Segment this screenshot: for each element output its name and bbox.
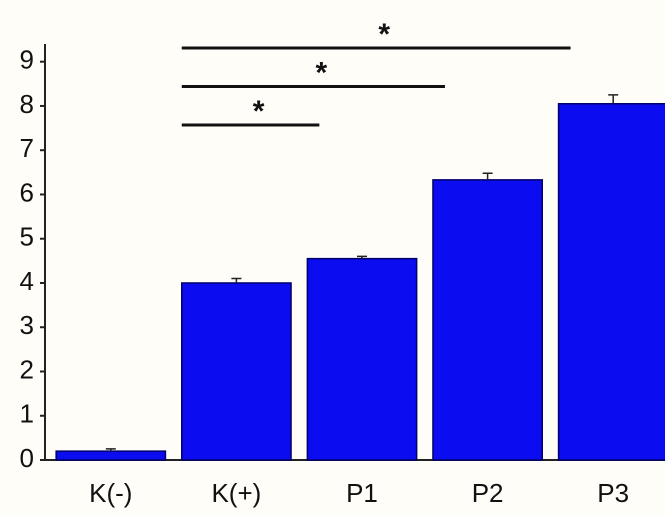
error-bar: [105, 448, 116, 452]
y-tick-label: 6: [20, 177, 34, 207]
y-tick-label: 8: [20, 89, 34, 119]
x-tick-label: K(+): [211, 478, 261, 508]
x-tick-label: P1: [346, 478, 378, 508]
bar: [55, 450, 167, 461]
bar: [181, 282, 292, 461]
y-tick-label: 7: [20, 133, 34, 163]
significance-mark: *: [316, 56, 328, 89]
y-tick-label: 4: [20, 266, 34, 296]
y-tick-label: 1: [20, 399, 34, 429]
x-tick-label: K(-): [89, 478, 132, 508]
y-tick-label: 5: [20, 222, 34, 252]
error-bar: [231, 277, 242, 283]
x-tick-label: P2: [472, 478, 504, 508]
significance-mark: *: [253, 95, 265, 128]
y-tick-label: 3: [20, 310, 34, 340]
y-tick-label: 0: [20, 443, 34, 473]
y-tick-label: 9: [20, 45, 34, 75]
bar: [557, 102, 665, 461]
y-tick-label: 2: [20, 354, 34, 384]
error-bar: [357, 255, 367, 259]
significance-mark: *: [378, 18, 390, 51]
bar: [306, 257, 418, 461]
bar: [432, 179, 543, 461]
error-bar: [482, 172, 493, 180]
x-tick-label: P3: [597, 478, 629, 508]
error-bar: [608, 94, 619, 104]
